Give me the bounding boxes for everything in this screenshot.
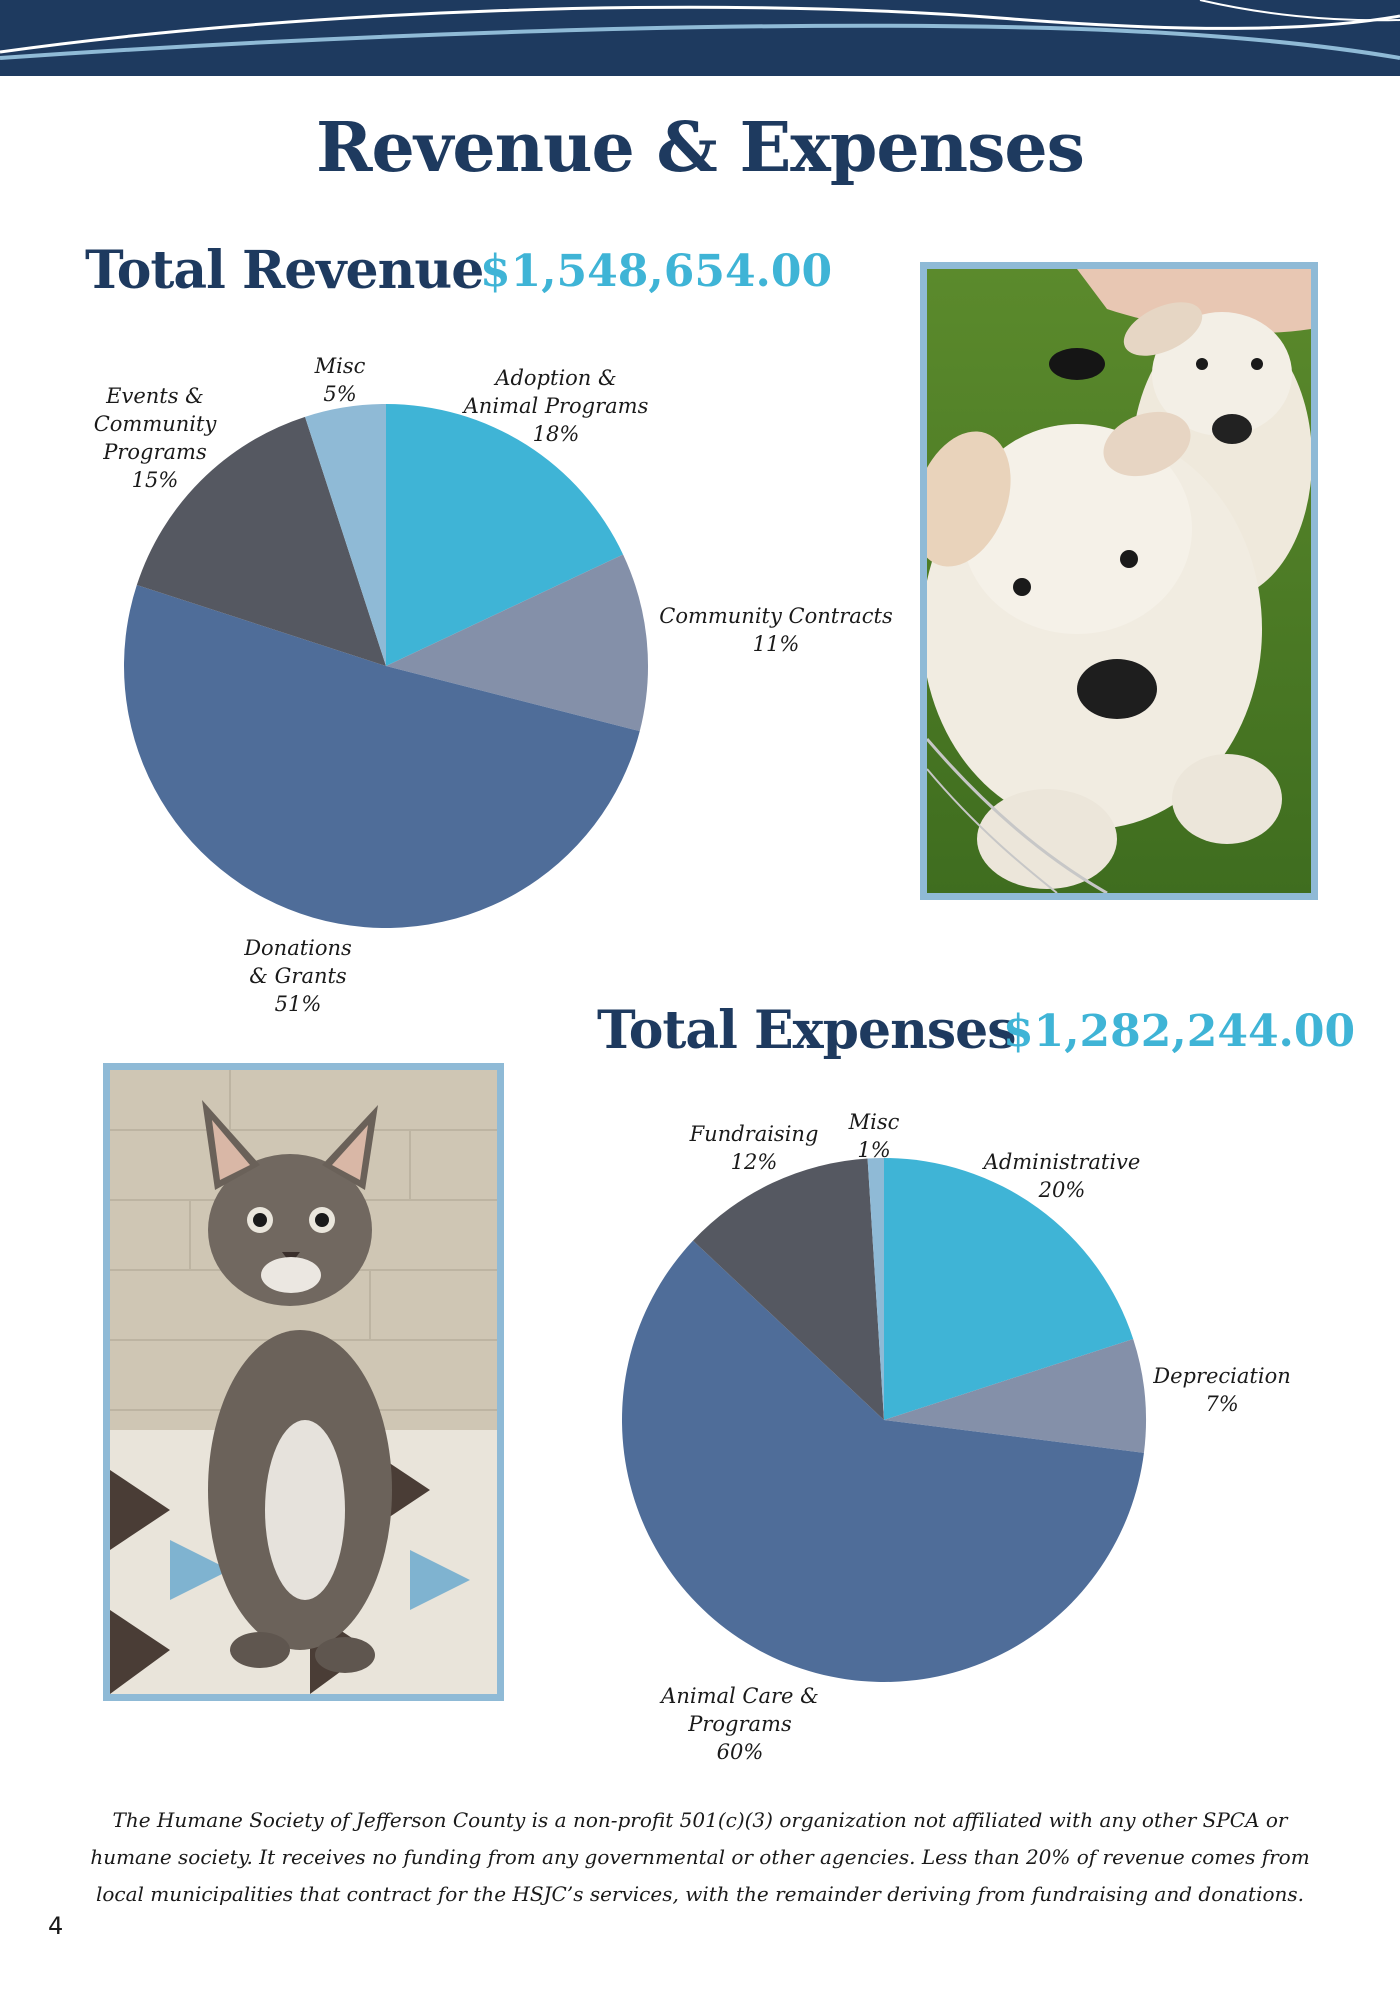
puppies-photo-icon	[927, 269, 1311, 893]
revenue-pie-slice-1	[386, 554, 648, 732]
expenses-slice-label-4-line-0: Misc	[848, 1110, 900, 1134]
expenses-pie-chart	[622, 1158, 1146, 1682]
revenue-slice-pct-2: 51%	[274, 992, 322, 1016]
expenses-slice-pct-0: 20%	[1038, 1178, 1086, 1202]
revenue-slice-pct-0: 18%	[532, 422, 580, 446]
expenses-slice-pct-4: 1%	[857, 1138, 891, 1162]
revenue-pie-slice-0	[386, 404, 624, 666]
revenue-slice-pct-3: 15%	[131, 468, 179, 492]
kitten-photo-frame	[103, 1063, 504, 1701]
expenses-slice-pct-2: 60%	[716, 1740, 764, 1764]
puppies-photo-frame	[920, 262, 1318, 900]
expenses-title: Total Expenses	[597, 1000, 1017, 1061]
revenue-slice-label-4-line-0: Misc	[314, 354, 366, 378]
revenue-slice-label-2-line-1: & Grants	[249, 964, 347, 988]
expenses-pie-slice-2	[622, 1240, 1144, 1682]
revenue-slice-label-1: Community Contracts 11%	[659, 602, 893, 658]
revenue-pie-slice-3	[136, 416, 386, 666]
header-banner	[0, 0, 1400, 76]
expenses-pie-slice-1	[884, 1339, 1146, 1453]
revenue-slice-label-3: Events & Community Programs 15%	[94, 382, 217, 494]
revenue-slice-label-3-line-2: Programs	[103, 440, 207, 464]
revenue-slice-label-0: Adoption & Animal Programs 18%	[464, 364, 649, 448]
revenue-slice-label-0-line-0: Adoption &	[495, 366, 617, 390]
revenue-slice-label-4: Misc 5%	[315, 352, 366, 408]
expenses-pie-slice-4	[867, 1158, 884, 1420]
expenses-slice-label-0: Administrative 20%	[984, 1148, 1141, 1204]
revenue-slice-pct-4: 5%	[323, 382, 357, 406]
expenses-slice-label-1-line-0: Depreciation	[1153, 1364, 1291, 1388]
revenue-slice-label-1-line-0: Community Contracts	[659, 604, 893, 628]
revenue-pie-slice-4	[305, 404, 386, 666]
revenue-pie-slice-2	[124, 585, 640, 928]
expenses-slice-pct-1: 7%	[1205, 1392, 1239, 1416]
kitten-photo-icon	[110, 1070, 497, 1694]
revenue-title: Total Revenue	[85, 240, 484, 301]
expenses-slice-label-3-line-0: Fundraising	[689, 1122, 819, 1146]
expenses-slice-label-3: Fundraising 12%	[690, 1120, 819, 1176]
expenses-total: $1,282,244.00	[1003, 1006, 1356, 1057]
revenue-slice-label-2-line-0: Donations	[244, 936, 352, 960]
revenue-slice-label-3-line-1: Community	[93, 412, 217, 436]
expenses-slice-label-1: Depreciation 7%	[1153, 1362, 1291, 1418]
expenses-pie-slice-0	[884, 1158, 1134, 1420]
revenue-total: $1,548,654.00	[480, 246, 833, 297]
expenses-slice-pct-3: 12%	[730, 1150, 778, 1174]
expenses-slice-label-2-line-1: Programs	[688, 1712, 792, 1736]
revenue-slice-label-0-line-1: Animal Programs	[463, 394, 649, 418]
footer-note: The Humane Society of Jefferson County i…	[90, 1808, 1310, 1906]
expenses-pie-slice-3	[693, 1158, 884, 1420]
revenue-slice-pct-1: 11%	[752, 632, 800, 656]
expenses-slice-label-2: Animal Care & Programs 60%	[661, 1682, 819, 1766]
page-number: 4	[48, 1912, 64, 1940]
revenue-slice-label-2: Donations & Grants 51%	[244, 934, 352, 1018]
expenses-slice-label-0-line-0: Administrative	[983, 1150, 1141, 1174]
expenses-slice-label-4: Misc 1%	[849, 1108, 900, 1164]
revenue-pie-chart	[124, 404, 648, 928]
revenue-slice-label-3-line-0: Events &	[106, 384, 204, 408]
page-title: Revenue & Expenses	[316, 108, 1085, 188]
expenses-slice-label-2-line-0: Animal Care &	[661, 1684, 819, 1708]
